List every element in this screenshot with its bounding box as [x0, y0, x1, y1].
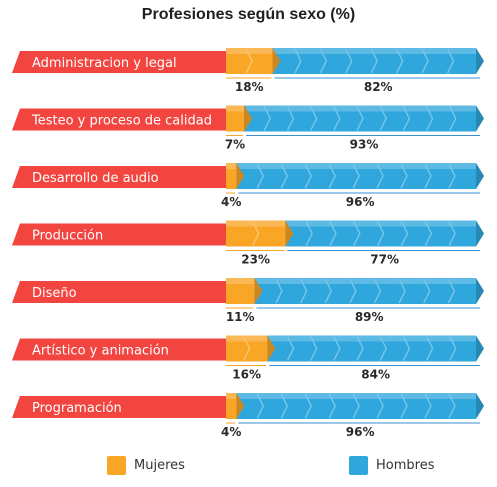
chart-row-testeo-y-proceso-de-calidad: Testeo y proceso de calidad 7% 93%: [12, 105, 484, 152]
chart-row-artistico-y-animacion: Artístico y animación 16% 84%: [12, 335, 484, 382]
data-label-hombres: 93%: [350, 138, 379, 152]
bar-hombres: [272, 48, 484, 74]
data-label-hombres: 77%: [370, 253, 399, 267]
data-label-mujeres: 16%: [232, 368, 261, 382]
category-banner: [12, 223, 230, 246]
bar-mujeres: [226, 48, 281, 74]
category-label: Testeo y proceso de calidad: [31, 114, 212, 129]
category-banner: [12, 108, 230, 131]
chart-title: Profesiones según sexo (%): [141, 6, 356, 23]
data-label-hombres: 96%: [346, 425, 375, 439]
legend: Mujeres Hombres: [0, 456, 497, 478]
category-banner: [12, 51, 230, 73]
legend-item-mujeres: Mujeres: [107, 456, 185, 475]
data-label-hombres: 82%: [364, 80, 393, 94]
category-banner: [12, 338, 230, 361]
category-banner: [12, 396, 230, 418]
category-banner: [12, 166, 230, 188]
bar-mujeres: [226, 163, 245, 189]
data-label-hombres: 89%: [355, 310, 384, 324]
category-label: Desarrollo de audio: [32, 171, 159, 186]
category-label: Artístico y animación: [32, 344, 169, 359]
data-label-mujeres: 11%: [226, 310, 255, 324]
data-label-mujeres: 4%: [221, 195, 241, 209]
legend-label-mujeres: Mujeres: [134, 458, 185, 473]
chart-row-administracion-y-legal: Administracion y legal 18% 82%: [12, 48, 484, 94]
bar-hombres: [236, 393, 484, 419]
data-label-mujeres: 18%: [235, 80, 264, 94]
chart-row-produccion: Producción 23% 77%: [12, 220, 484, 267]
category-label: Administracion y legal: [32, 56, 177, 71]
bar-hombres: [236, 163, 484, 189]
bar-mujeres: [226, 278, 263, 304]
data-label-hombres: 84%: [361, 368, 390, 382]
bar-hombres: [244, 105, 484, 132]
legend-swatch-mujeres: [107, 456, 126, 475]
bar-mujeres: [226, 105, 253, 132]
category-label: Producción: [32, 229, 103, 244]
category-label: Diseño: [32, 286, 77, 301]
category-label: Programación: [32, 401, 122, 416]
bar-hombres: [267, 335, 484, 362]
bar-hombres: [254, 278, 484, 304]
bar-mujeres: [226, 220, 294, 247]
bar-mujeres: [226, 393, 245, 419]
data-label-mujeres: 7%: [225, 138, 245, 152]
chart-row-programacion: Programación 4% 96%: [12, 393, 484, 439]
data-label-mujeres: 4%: [221, 425, 241, 439]
data-label-mujeres: 23%: [241, 253, 270, 267]
legend-item-hombres: Hombres: [349, 456, 434, 475]
category-banner: [12, 281, 230, 303]
chart-canvas: Administracion y legal 18% 82% Testeo y pro…: [12, 48, 484, 439]
chart-row-diseno: Diseño 11% 89%: [12, 278, 484, 324]
data-label-hombres: 96%: [346, 195, 375, 209]
legend-label-hombres: Hombres: [376, 458, 435, 473]
chart-row-desarrollo-de-audio: Desarrollo de audio 4% 96%: [12, 163, 484, 209]
bar-mujeres: [226, 335, 276, 362]
bar-hombres: [285, 220, 484, 247]
legend-swatch-hombres: [349, 456, 368, 475]
